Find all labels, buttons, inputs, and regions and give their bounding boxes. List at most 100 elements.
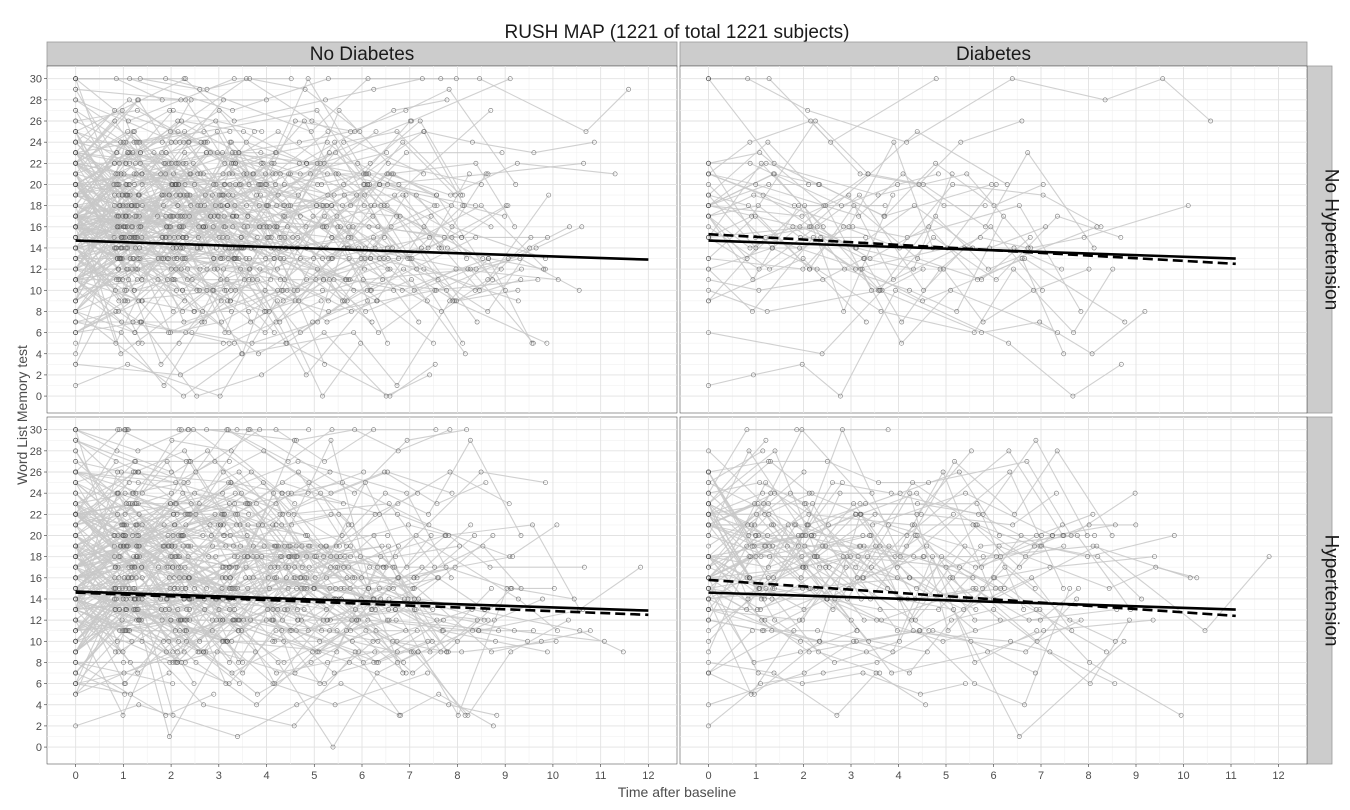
observation-point xyxy=(332,702,338,708)
observation-point xyxy=(289,522,294,528)
observation-point xyxy=(767,543,773,549)
subject-trajectory xyxy=(75,278,266,365)
observation-point xyxy=(321,160,327,166)
observation-point xyxy=(245,224,251,230)
observation-point xyxy=(269,160,275,166)
observation-point xyxy=(1112,681,1118,686)
observation-point xyxy=(116,554,122,559)
observation-point xyxy=(749,522,754,528)
subject-trajectory xyxy=(708,587,828,600)
observation-point xyxy=(279,480,285,485)
observation-point xyxy=(73,469,78,475)
observation-point xyxy=(215,213,220,219)
observation-point xyxy=(706,480,711,485)
observation-point xyxy=(73,150,78,156)
observation-point xyxy=(224,638,230,644)
observation-point xyxy=(352,649,358,655)
subject-trajectory xyxy=(75,534,235,632)
observation-point xyxy=(763,586,769,591)
observation-point xyxy=(411,586,417,591)
observation-point xyxy=(179,586,185,591)
observation-point xyxy=(387,266,393,272)
observation-point xyxy=(178,245,183,251)
y-tick-label: 22 xyxy=(30,509,42,521)
observation-point xyxy=(858,266,863,272)
observation-point xyxy=(847,554,853,559)
observation-point xyxy=(744,427,750,433)
observation-point xyxy=(292,298,298,304)
observation-point xyxy=(161,160,167,166)
observation-point xyxy=(120,533,126,538)
observation-point xyxy=(462,712,468,718)
observation-point xyxy=(1070,393,1076,399)
observation-point xyxy=(464,256,469,261)
observation-point xyxy=(135,448,141,454)
observation-point xyxy=(320,203,326,208)
observation-point xyxy=(860,575,866,581)
observation-point xyxy=(272,224,278,230)
observation-point xyxy=(362,256,368,261)
observation-point xyxy=(706,448,711,454)
observation-point xyxy=(529,340,535,346)
observation-point xyxy=(321,554,327,559)
observation-point xyxy=(380,277,386,283)
observation-point xyxy=(755,501,761,507)
observation-point xyxy=(180,287,185,293)
observation-point xyxy=(192,182,197,187)
observation-point xyxy=(1139,596,1144,602)
observation-point xyxy=(1112,522,1118,528)
subject-trajectory xyxy=(75,194,242,249)
observation-point xyxy=(112,533,118,538)
observation-point xyxy=(350,575,355,581)
observation-point xyxy=(1076,586,1081,591)
observation-point xyxy=(116,586,122,591)
observation-point xyxy=(267,224,272,230)
observation-point xyxy=(123,203,129,208)
observation-point xyxy=(304,160,310,166)
observation-point xyxy=(73,319,78,325)
observation-point xyxy=(196,501,202,507)
observation-point xyxy=(342,554,348,559)
observation-point xyxy=(218,203,223,208)
observation-point xyxy=(319,203,325,208)
observation-point xyxy=(73,511,78,517)
observation-point xyxy=(231,340,237,346)
observation-point xyxy=(234,427,240,433)
observation-point xyxy=(395,543,401,549)
observation-point xyxy=(312,554,318,559)
observation-point xyxy=(115,511,120,517)
observation-point xyxy=(409,118,414,124)
observation-point xyxy=(286,554,292,559)
observation-point xyxy=(306,543,311,549)
observation-point xyxy=(221,266,226,272)
observation-point xyxy=(860,533,866,538)
subject-trajectory xyxy=(708,556,1130,685)
observation-point xyxy=(855,575,860,581)
observation-point xyxy=(757,480,763,485)
observation-point xyxy=(241,171,247,177)
observation-point xyxy=(159,139,165,145)
observation-point xyxy=(254,691,260,697)
observation-point xyxy=(860,670,866,676)
observation-point xyxy=(879,617,884,623)
observation-point xyxy=(160,543,166,549)
observation-point xyxy=(464,427,469,433)
observation-point xyxy=(799,427,805,433)
observation-point xyxy=(127,660,133,665)
observation-point xyxy=(340,501,346,507)
observation-point xyxy=(134,234,139,240)
observation-point xyxy=(271,543,277,549)
observation-point xyxy=(978,543,984,549)
subject-trajectory xyxy=(708,587,852,621)
observation-point xyxy=(114,213,120,219)
observation-point xyxy=(378,203,384,208)
observation-point xyxy=(332,139,338,145)
subject-trajectories xyxy=(708,78,1211,397)
observation-point xyxy=(755,670,761,676)
observation-point xyxy=(766,182,772,187)
x-tick-label: 5 xyxy=(943,770,949,782)
observation-point xyxy=(746,448,752,454)
observation-point xyxy=(391,108,397,113)
observation-point xyxy=(861,543,867,549)
subject-trajectory xyxy=(75,492,172,526)
